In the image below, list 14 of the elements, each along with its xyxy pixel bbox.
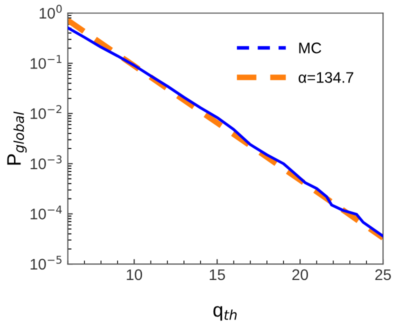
x-tick-label: 20: [292, 269, 308, 280]
y-tick-label: 10$^{0}$: [40, 4, 62, 19]
y-tick-label: 10$^{−5}$: [30, 256, 62, 270]
x-tick-label: 25: [375, 269, 391, 280]
y-tick-label: 10$^{−3}$: [30, 155, 62, 170]
y-tick-label: 10$^{−2}$: [30, 105, 62, 120]
x-tick-label: 10: [126, 269, 142, 280]
y-tick-label: 10$^{−1}$: [30, 55, 62, 69]
legend-label: α=134.7: [298, 72, 354, 83]
legend-label: MC: [299, 42, 322, 54]
x-tick-label: 15: [210, 269, 225, 280]
y-axis-title: P$_{global}$: [7, 112, 27, 165]
y-tick-label: 10$^{−4}$: [30, 206, 62, 220]
x-axis-title: q$_{th}$: [213, 306, 237, 321]
